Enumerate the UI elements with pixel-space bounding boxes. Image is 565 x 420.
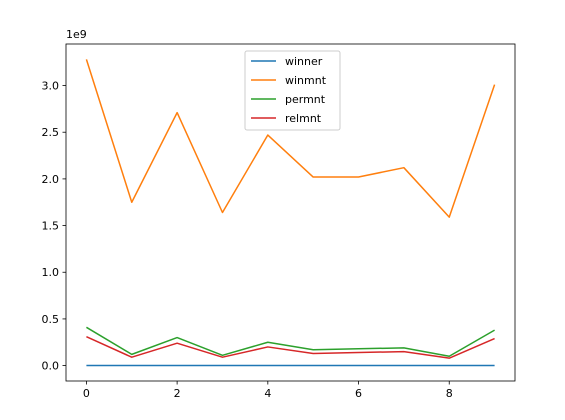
- legend-label-winmnt: winmnt: [285, 74, 327, 87]
- y-tick-label: 0.0: [42, 360, 60, 373]
- legend: winner winmnt permnt relmnt: [244, 50, 341, 131]
- x-tick-label: 8: [446, 387, 453, 400]
- y-tick-label: 2.0: [42, 173, 60, 186]
- series-line-relmnt: [86, 335, 495, 359]
- y-tick-label: 1.5: [42, 220, 60, 233]
- legend-label-winner: winner: [285, 55, 323, 68]
- x-tick-label: 0: [83, 387, 90, 400]
- plot-frame: [65, 43, 516, 382]
- axes-layer: 0 2 4 6 8 0.0 0.5 1.0 1.5 2.0 2.5 3.0: [42, 80, 453, 400]
- x-tick-label: 6: [355, 387, 362, 400]
- x-tick-label: 4: [264, 387, 271, 400]
- y-axis-exponent-label: 1e9: [66, 28, 87, 41]
- series-layer: [85, 59, 496, 367]
- y-tick-label: 2.5: [42, 126, 60, 139]
- y-tick-label: 3.0: [42, 80, 60, 93]
- series-line-winmnt: [85, 59, 496, 218]
- series-line-permnt: [86, 326, 495, 358]
- legend-box: [244, 50, 341, 131]
- legend-label-permnt: permnt: [285, 93, 326, 106]
- y-tick-label: 1.0: [42, 266, 60, 279]
- y-tick-label: 0.5: [42, 313, 60, 326]
- x-tick-label: 2: [174, 387, 181, 400]
- legend-label-relmnt: relmnt: [285, 112, 322, 125]
